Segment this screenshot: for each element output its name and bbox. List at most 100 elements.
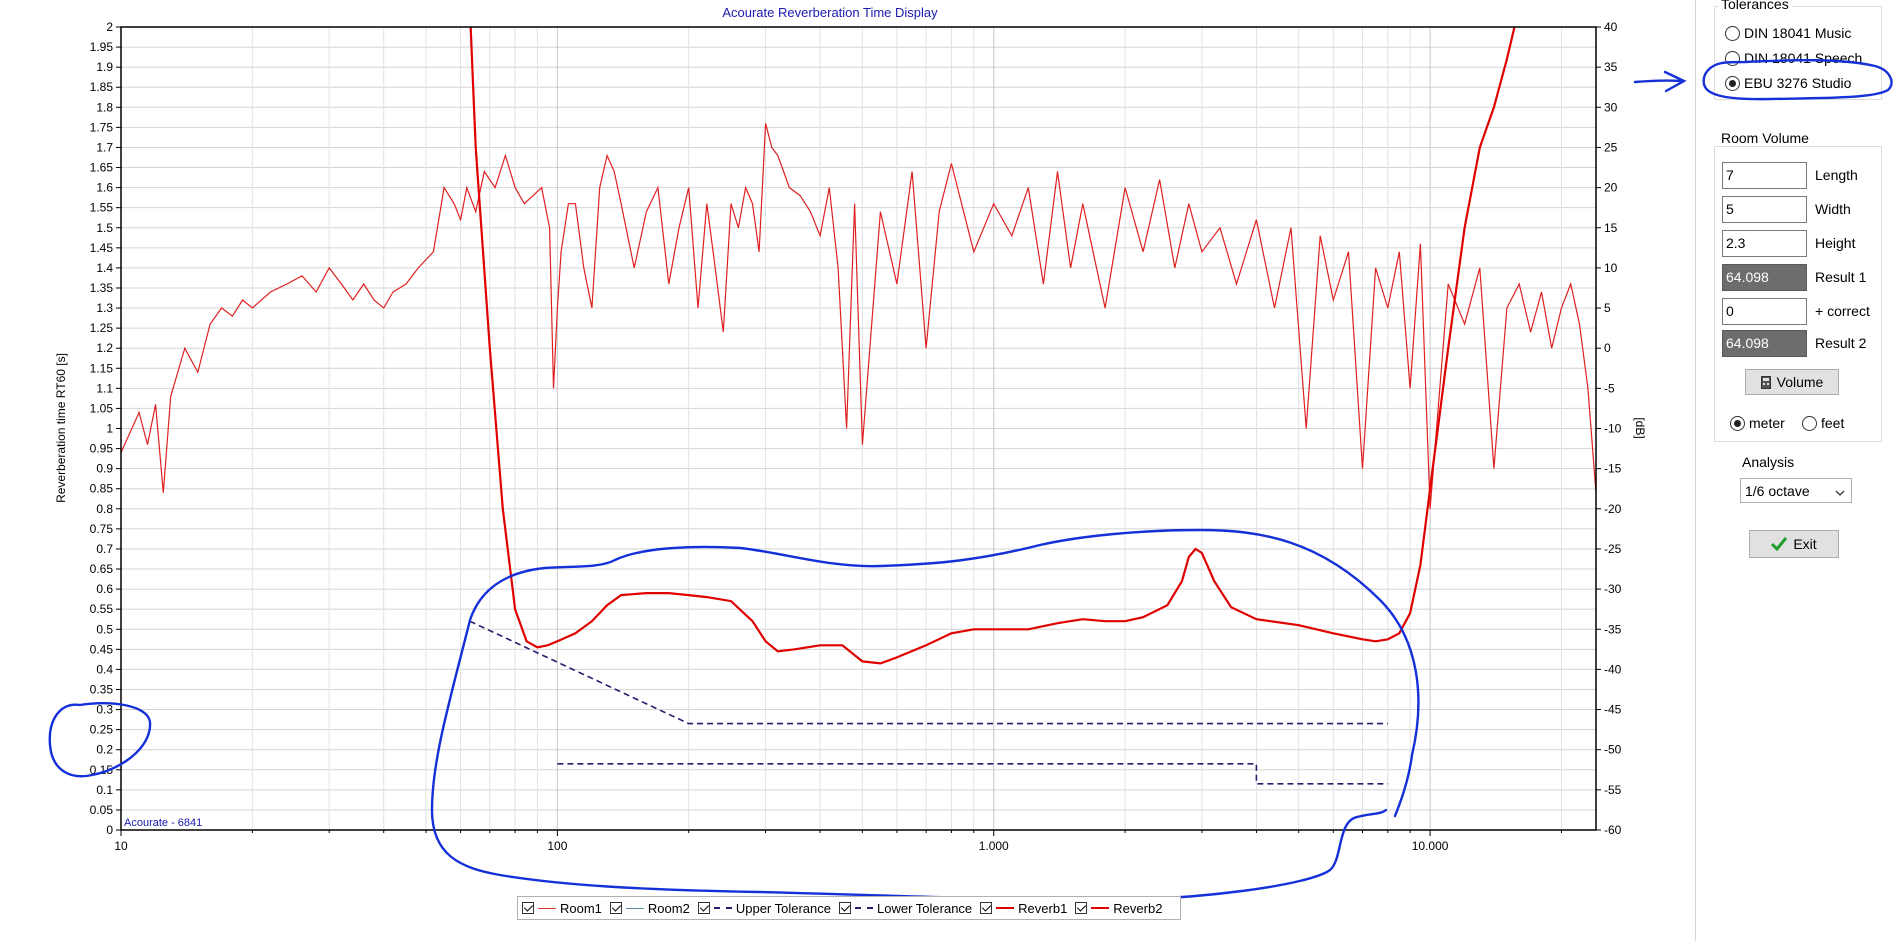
y-tick-label: 1.1 [96,381,113,395]
y2-tick-label: -45 [1604,703,1622,717]
y2-tick-label: 40 [1604,20,1618,34]
y2-tick-label: -20 [1604,502,1622,516]
y-tick-label: 0.25 [90,723,114,737]
radio-din-music-button[interactable] [1725,25,1740,41]
y-tick-label: 1.35 [90,281,114,295]
panel-divider [1695,0,1696,941]
y2-tick-label: -25 [1604,542,1622,556]
y-tick-label: 1.8 [96,100,113,114]
y-tick-label: 0.4 [96,662,113,676]
calculator-icon [1760,375,1771,389]
y2-tick-label: -60 [1604,823,1622,837]
y-tick-label: 1.75 [90,120,114,134]
y-tick-label: 0.1 [96,783,113,797]
annotation-circle-y-axis [48,702,152,778]
x-tick-label: 1.000 [979,839,1009,853]
volume-button[interactable]: Volume [1745,369,1839,395]
legend-reverb1-checkbox[interactable] [980,902,993,914]
y-tick-label: 1.85 [90,80,114,94]
plot-area-frame [120,26,1597,831]
y-tick-label: 1.6 [96,181,113,195]
series-line-reverb1 [469,27,1516,665]
y2-tick-label: 15 [1604,221,1618,235]
length-row: 7 Length [1722,161,1882,189]
y2-tick-label: 25 [1604,140,1618,154]
legend-upper-tolerance-checkbox[interactable] [697,902,710,914]
legend-upper-tolerance[interactable]: Upper Tolerance [697,900,831,916]
y-tick-label: 1.45 [90,241,114,255]
y-tick-label: 0.45 [90,642,114,656]
height-field[interactable]: 2.3 [1722,229,1807,257]
y2-tick-label: -35 [1604,622,1622,636]
y2-tick-label: 30 [1604,100,1618,114]
result2-row: 64.098 Result 2 [1722,329,1882,357]
y-tick-label: 1.05 [90,401,114,415]
annotation-ebu-ring-path [1702,59,1893,101]
legend-upper-tolerance-label: Upper Tolerance [735,900,831,916]
y-tick-label: 1.25 [90,321,114,335]
y-tick-label: 1.5 [96,221,113,235]
analysis-select[interactable]: 1/6 octave [1740,478,1852,503]
height-label: Height [1815,235,1856,251]
correct-row: 0 + correct [1722,297,1882,325]
width-label: Width [1815,201,1851,217]
y-tick-label: 0.5 [96,622,113,636]
y-tick-label: 1 [106,422,113,436]
y-tick-label: 0.3 [96,703,113,717]
y2-tick-label: 0 [1604,341,1611,355]
radio-ebu-studio-label: EBU 3276 Studio [1744,75,1852,91]
radio-meter-button[interactable] [1730,415,1745,431]
correct-label: + correct [1815,303,1870,319]
y-tick-label: 1.7 [96,140,113,154]
y-tick-label: 0.55 [90,602,114,616]
series-line-upper-tolerance [469,620,1388,725]
y-tick-label: 1.65 [90,161,114,175]
result1-label: Result 1 [1815,269,1867,285]
legend-room1-checkbox[interactable] [522,902,534,914]
x-tick-label: 10 [114,839,128,853]
legend-lower-tolerance-checkbox[interactable] [839,902,851,914]
width-field[interactable]: 5 [1722,195,1807,223]
chart-watermark: Acourate - 6841 [124,817,202,829]
checkmark-icon [1771,537,1788,551]
radio-ebu-studio-button[interactable] [1725,75,1740,91]
radio-feet[interactable]: feet [1802,415,1844,431]
radio-din-music[interactable]: DIN 18041 Music [1725,25,1851,41]
legend-reverb2-checkbox[interactable] [1075,902,1088,914]
legend-room1[interactable]: Room1 [522,901,602,916]
y-tick-label: 0.65 [90,562,114,576]
radio-din-music-label: DIN 18041 Music [1744,25,1852,41]
length-field[interactable]: 7 [1722,161,1807,189]
legend-room2-label: Room2 [647,900,690,916]
legend-reverb1[interactable]: Reverb1 [980,901,1067,916]
radio-meter[interactable]: meter [1730,415,1785,431]
exit-button-label: Exit [1793,536,1817,552]
legend-room1-swatch [538,907,556,909]
result2-label: Result 2 [1815,335,1867,351]
y2-axis-title: [dB] [1633,417,1647,438]
analysis-select-value: 1/6 octave [1745,482,1810,499]
radio-ebu-studio[interactable]: EBU 3276 Studio [1725,75,1851,91]
legend-reverb2[interactable]: Reverb2 [1075,901,1162,916]
y-tick-label: 2 [106,20,113,34]
y2-tick-label: 5 [1604,301,1611,315]
chart-title: Acourate Reverberation Time Display [722,5,938,20]
legend-reverb1-label: Reverb1 [1018,900,1068,916]
y2-tick-label: -15 [1604,462,1622,476]
y-tick-label: 0.05 [90,803,114,817]
legend-room2-checkbox[interactable] [609,902,622,914]
legend-reverb1-swatch [996,907,1015,909]
room-volume-title: Room Volume [1718,130,1812,146]
correct-field[interactable]: 0 [1722,297,1807,325]
exit-button[interactable]: Exit [1749,530,1839,558]
radio-feet-button[interactable] [1802,415,1817,431]
legend-room2-swatch [625,907,644,909]
legend-room2[interactable]: Room2 [609,900,690,916]
radio-meter-label: meter [1749,415,1785,431]
annotation-arrow-shaft [1633,79,1682,84]
series-line-lower-tolerance [557,762,1388,785]
y2-tick-label: -40 [1604,662,1622,676]
legend-lower-tolerance[interactable]: Lower Tolerance [839,901,972,916]
y-tick-label: 0.7 [96,542,113,556]
